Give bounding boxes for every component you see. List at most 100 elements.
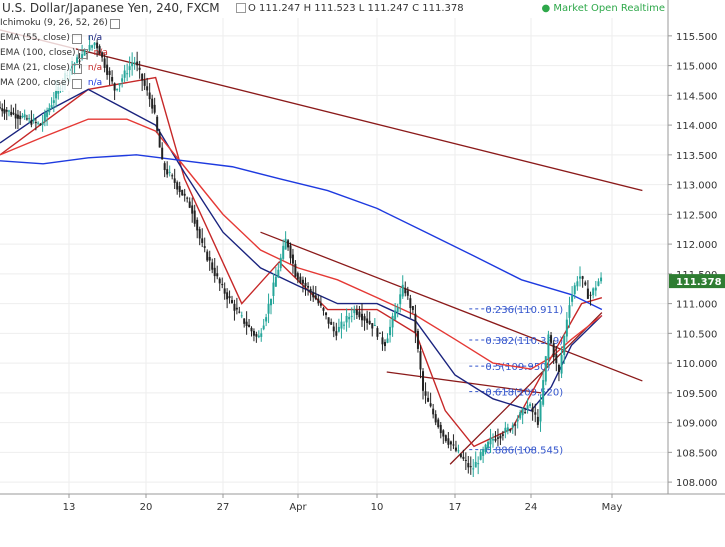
candle-body (248, 324, 251, 327)
candle-body (46, 112, 49, 117)
candlesticks (0, 35, 603, 478)
candle-body (368, 320, 371, 324)
candle-body (429, 403, 432, 407)
eye-icon[interactable] (71, 63, 82, 74)
candle-body (586, 288, 589, 299)
candle-body (81, 54, 84, 59)
eye-icon[interactable] (77, 48, 88, 59)
candle-body (531, 407, 534, 413)
market-status: ● Market Open Realtime (541, 3, 666, 14)
candle-body (83, 50, 86, 56)
candle-body (555, 354, 558, 364)
candle-body (482, 449, 485, 456)
candle-body (76, 57, 79, 64)
series-line (0, 88, 603, 412)
candle-body (55, 89, 58, 99)
indicator-row[interactable]: Ichimoku (9, 26, 52, 26) (0, 16, 126, 31)
candle-body (325, 312, 328, 316)
x-tick-label: 20 (140, 502, 153, 513)
candle-body (221, 284, 224, 286)
candle-body (409, 298, 412, 309)
candle-body (565, 319, 568, 337)
candle-body (457, 450, 460, 452)
candle-body (568, 305, 571, 318)
candle-body (469, 466, 472, 468)
indicator-row[interactable]: MA (200, close) n/a (0, 76, 126, 91)
candle-body (581, 276, 584, 279)
candle-body (516, 419, 519, 422)
candle-body (449, 441, 452, 445)
candle-body (414, 313, 417, 333)
eye-icon[interactable] (71, 33, 82, 44)
candle-body (348, 316, 351, 320)
candle-body (399, 294, 402, 305)
candle-body (238, 311, 241, 313)
indicator-row[interactable]: EMA (55, close) n/a (0, 31, 126, 46)
eye-icon[interactable] (71, 78, 82, 89)
candle-body (228, 296, 231, 299)
candle-body (3, 109, 6, 114)
candle-body (343, 324, 346, 326)
candle-body (442, 430, 445, 437)
candle-body (501, 434, 504, 436)
candle-body (274, 276, 277, 287)
settings-icon[interactable] (236, 3, 246, 13)
trendline[interactable] (260, 231, 643, 382)
candle-body (506, 427, 509, 432)
candle-body (504, 427, 507, 433)
candle-body (188, 201, 191, 208)
candle-body (350, 315, 353, 317)
grid (0, 18, 668, 494)
candle-body (317, 298, 320, 304)
trendline[interactable] (386, 371, 542, 394)
candle-body (265, 317, 268, 322)
candle-body (474, 461, 477, 468)
indicator-value: n/a (87, 33, 103, 43)
candle-body (550, 335, 553, 343)
candle-body (1, 108, 4, 112)
candle-body (121, 78, 124, 82)
candle-body (401, 284, 404, 297)
trendline[interactable] (449, 312, 603, 465)
ohlc-readout: O 111.247 H 111.523 L 111.247 C 111.378 (248, 3, 464, 14)
candle-body (267, 303, 270, 314)
symbol-title[interactable]: U.S. Dollar/Japanese Yen, 240, FXCM (2, 1, 220, 15)
candle-body (536, 416, 539, 425)
candle-body (88, 44, 91, 51)
candle-body (544, 356, 547, 382)
candle-body (376, 328, 379, 337)
indicator-name: MA (200, close) (0, 76, 70, 91)
indicator-row[interactable]: EMA (100, close) n/a (0, 46, 126, 61)
candle-body (32, 118, 35, 122)
candle-body (23, 114, 26, 118)
eye-icon[interactable] (109, 18, 120, 29)
candle-body (171, 175, 174, 177)
x-tick-label: 27 (217, 502, 230, 513)
series-line (0, 154, 603, 311)
candle-body (138, 67, 141, 70)
candle-body (355, 310, 358, 315)
indicator-value: n/a (87, 78, 103, 88)
indicator-value: n/a (87, 63, 103, 73)
y-tick-label: 108.500 (676, 448, 717, 459)
x-tick-label: Apr (289, 502, 307, 513)
candle-body (111, 77, 114, 82)
candle-body (284, 238, 287, 250)
candle-body (108, 70, 111, 76)
candle-body (319, 303, 322, 306)
indicator-row[interactable]: EMA (21, close) n/a (0, 61, 126, 76)
candle-body (514, 424, 517, 426)
candle-body (291, 254, 294, 264)
candle-body (432, 408, 435, 415)
candle-body (489, 437, 492, 445)
y-tick-label: 111.000 (676, 300, 717, 311)
candle-body (141, 73, 144, 81)
candle-body (14, 113, 17, 119)
candle-body (529, 404, 532, 406)
y-tick-label: 115.500 (676, 32, 717, 43)
candle-body (166, 169, 169, 175)
candle-body (73, 63, 76, 66)
candle-body (301, 279, 304, 284)
candle-body (340, 321, 343, 329)
